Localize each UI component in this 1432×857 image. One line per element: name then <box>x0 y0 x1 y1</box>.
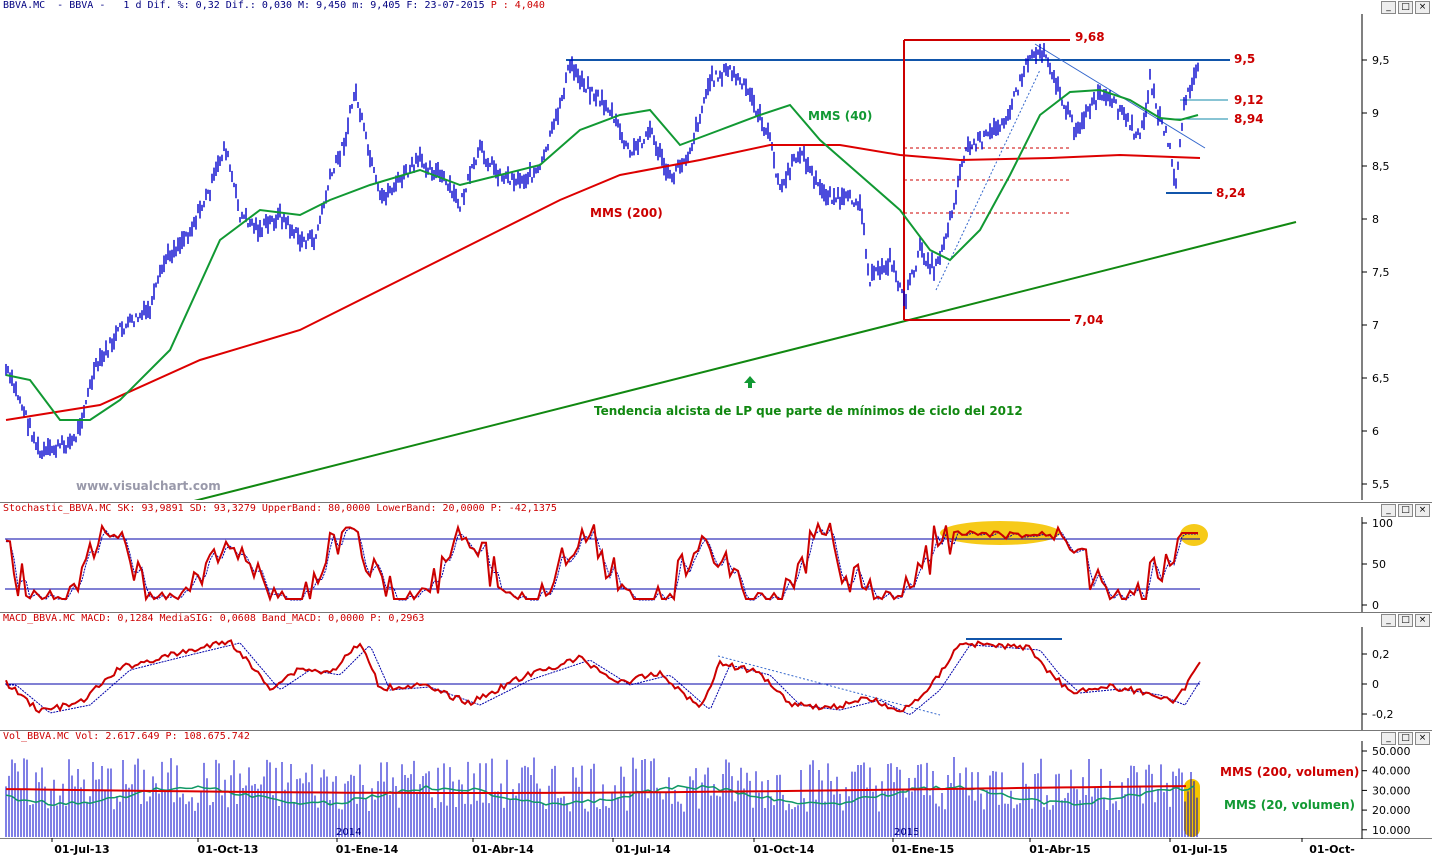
trend-label: Tendencia alcista de LP que parte de mín… <box>594 404 1023 418</box>
year-mark-2014: 2014 <box>336 827 361 838</box>
macd-tick-label: 0,2 <box>1372 648 1390 661</box>
mms40-label: MMS (40) <box>808 109 872 123</box>
price-chart: 9,5 9 8,5 8 7,5 7 6,5 6 5,5 9,68 9,5 9,12 8,94 8… <box>5 14 1390 500</box>
macd-line <box>5 639 1201 714</box>
volume-tick-label: 40.000 <box>1372 765 1411 778</box>
date-tick-label: 01-Ene-15 <box>892 843 955 856</box>
price-tick-label: 7 <box>1372 319 1379 332</box>
maximize-icon[interactable]: □ <box>1398 614 1413 627</box>
price-tick-label: 7,5 <box>1372 266 1390 279</box>
stoch-sk-line <box>5 520 1198 603</box>
date-tick-label: 01-Abr-14 <box>472 843 534 856</box>
maximize-icon[interactable]: □ <box>1398 1 1413 14</box>
minimize-icon[interactable]: _ <box>1381 504 1396 517</box>
date-tick-label: 01-Jul-13 <box>54 843 109 856</box>
close-icon[interactable]: × <box>1415 614 1430 627</box>
price-window-buttons: _ □ × <box>1381 1 1430 14</box>
price-tick-label: 8 <box>1372 213 1379 226</box>
date-tick-label: 01-Oct- <box>1309 843 1355 856</box>
date-tick-label: 01-Jul-15 <box>1172 843 1227 856</box>
price-panel: BBVA.MC - BBVA - 1 d Dif. %: 0,32 Dif.: … <box>3 0 1430 500</box>
volume-tick-label: 20.000 <box>1372 804 1411 817</box>
volume-mms200-label: MMS (200, volumen) <box>1220 765 1359 779</box>
price-header: BBVA.MC - BBVA - 1 d Dif. %: 0,32 Dif.: … <box>3 0 545 11</box>
close-icon[interactable]: × <box>1415 504 1430 517</box>
macd-tick-label: 0 <box>1372 678 1379 691</box>
watermark: www.visualchart.com <box>76 479 221 493</box>
overbought-highlight-2 <box>1180 524 1208 546</box>
minimize-icon[interactable]: _ <box>1381 614 1396 627</box>
date-tick-label: 01-Abr-15 <box>1029 843 1091 856</box>
stoch-tick-label: 50 <box>1372 558 1386 571</box>
volume-mms200-line <box>5 785 1187 794</box>
maximize-icon[interactable]: □ <box>1398 732 1413 745</box>
maximize-icon[interactable]: □ <box>1398 504 1413 517</box>
price-tick-label: 8,5 <box>1372 160 1390 173</box>
date-tick-label: 01-Ene-14 <box>336 843 399 856</box>
date-tick-label: 01-Jul-14 <box>615 843 671 856</box>
volume-header: Vol_BBVA.MC Vol: 2.617.649 P: 108.675.74… <box>3 731 250 742</box>
close-icon[interactable]: × <box>1415 1 1430 14</box>
macd-tick-label: -0,2 <box>1372 708 1393 721</box>
volume-tick-label: 10.000 <box>1372 824 1411 837</box>
minimize-icon[interactable]: _ <box>1381 1 1396 14</box>
stoch-tick-label: 0 <box>1372 599 1379 612</box>
level-968-label: 9,68 <box>1075 30 1105 44</box>
stochastic-header: Stochastic_BBVA.MC SK: 93,9891 SD: 93,32… <box>3 503 557 514</box>
macd-header: MACD_BBVA.MC MACD: 0,1284 MediaSIG: 0,06… <box>3 613 425 624</box>
volume-mms20-label: MMS (20, volumen) <box>1224 798 1355 812</box>
date-tick-label: 01-Oct-14 <box>754 843 815 856</box>
date-tick-label: 01-Oct-13 <box>198 843 259 856</box>
volume-mms20-line <box>5 784 1195 807</box>
date-axis: 01-Jul-13 01-Oct-13 01-Ene-14 01-Abr-14 01-J… <box>0 838 1432 856</box>
close-icon[interactable]: × <box>1415 732 1430 745</box>
volume-tick-label: 30.000 <box>1372 784 1411 797</box>
macd-chart: 0,2 0 -0,2 <box>5 627 1393 731</box>
stochastic-panel: Stochastic_BBVA.MC SK: 93,9891 SD: 93,32… <box>0 502 1432 613</box>
price-tick-label: 6,5 <box>1372 372 1390 385</box>
price-tick-label: 9,5 <box>1372 54 1390 67</box>
trend-line <box>193 221 1297 500</box>
year-mark-2015: 2015 <box>894 827 919 838</box>
stoch-tick-label: 100 <box>1372 517 1393 530</box>
stochastic-chart: 100 50 0 <box>5 517 1393 613</box>
price-tick-label: 6 <box>1372 425 1379 438</box>
price-tick-label: 9 <box>1372 107 1379 120</box>
level-95-label: 9,5 <box>1234 52 1255 66</box>
level-704-label: 7,04 <box>1074 313 1104 327</box>
mms40-line <box>5 88 1199 421</box>
mms200-line <box>5 144 1201 421</box>
up-arrow-icon <box>744 376 756 388</box>
minimize-icon[interactable]: _ <box>1381 732 1396 745</box>
stochastic-window-buttons: _ □ × <box>1381 504 1430 517</box>
volume-tick-label: 50.000 <box>1372 745 1411 758</box>
macd-signal-line <box>6 642 1201 716</box>
support-dashed <box>935 69 1041 291</box>
price-tick-label: 5,5 <box>1372 478 1390 491</box>
mms200-label: MMS (200) <box>590 206 663 220</box>
macd-window-buttons: _ □ × <box>1381 614 1430 627</box>
level-912-label: 9,12 <box>1234 93 1264 107</box>
volume-window-buttons: _ □ × <box>1381 732 1430 745</box>
volume-panel: Vol_BBVA.MC Vol: 2.617.649 P: 108.675.74… <box>0 730 1432 839</box>
level-824-label: 8,24 <box>1216 186 1246 200</box>
volume-chart: 50.000 40.000 30.000 20.000 10.000 MMS (200,… <box>5 741 1411 839</box>
level-894-label: 8,94 <box>1234 112 1264 126</box>
macd-panel: MACD_BBVA.MC MACD: 0,1284 MediaSIG: 0,06… <box>0 612 1432 731</box>
